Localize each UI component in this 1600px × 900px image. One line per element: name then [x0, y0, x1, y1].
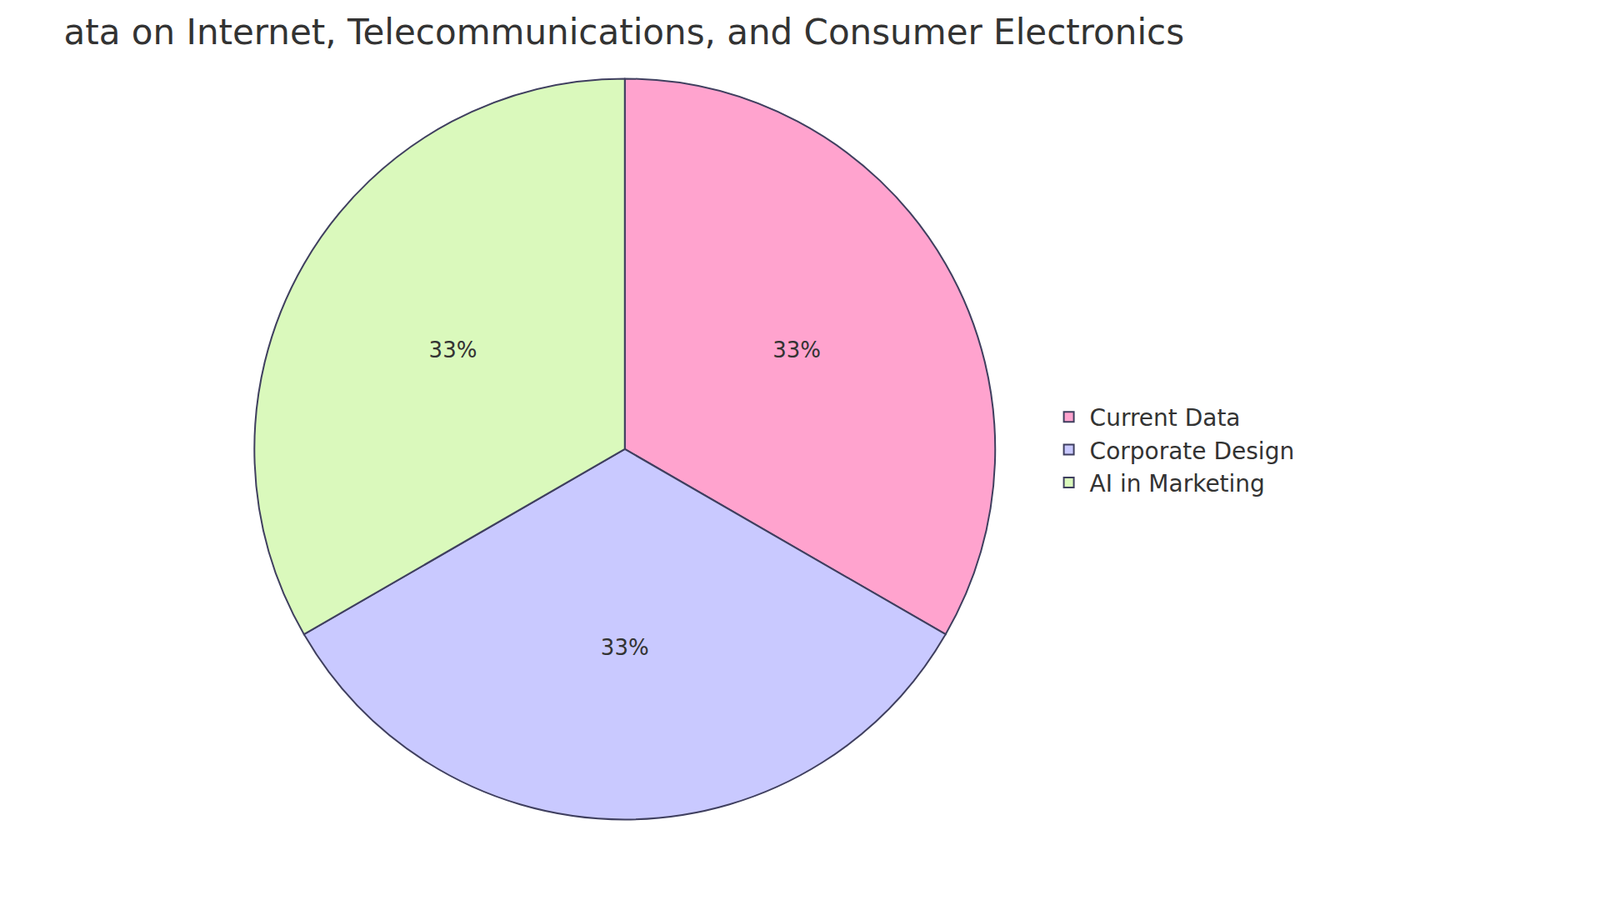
- svg-text:33%: 33%: [600, 635, 650, 660]
- svg-text:Corporate Design: Corporate Design: [1090, 437, 1295, 465]
- svg-text:33%: 33%: [772, 337, 821, 363]
- svg-text:ata on Internet, Telecommunica: ata on Internet, Telecommunications, and…: [64, 11, 1185, 53]
- svg-text:Current Data: Current Data: [1090, 404, 1241, 432]
- svg-text:AI in Marketing: AI in Marketing: [1090, 470, 1265, 498]
- svg-text:33%: 33%: [429, 337, 478, 363]
